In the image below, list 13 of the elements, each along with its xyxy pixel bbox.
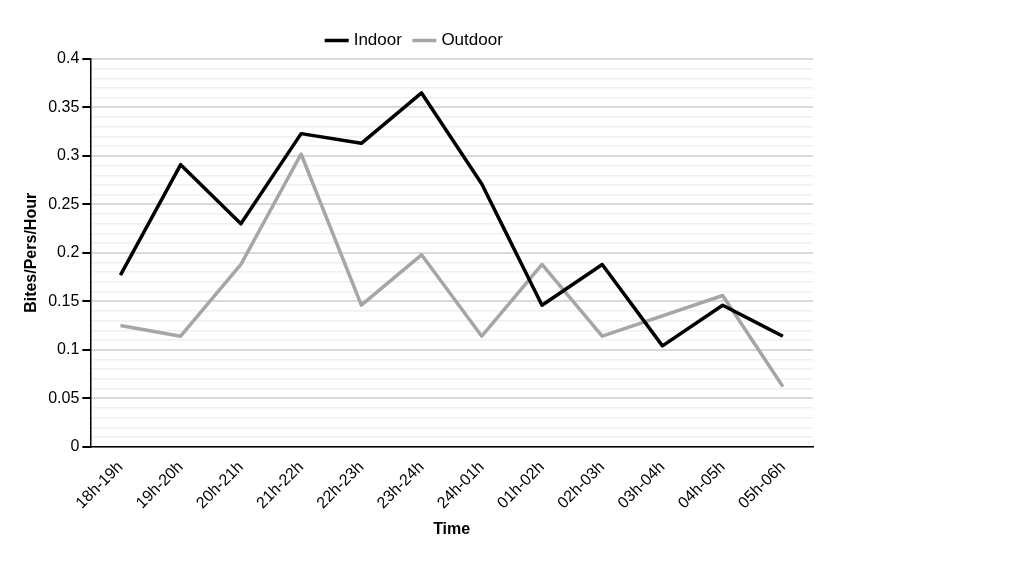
legend-label: Indoor	[353, 30, 403, 50]
legend-label: Outdoor	[441, 30, 504, 50]
y-tick-label: 0	[70, 437, 80, 455]
y-tick-label: 0.05	[48, 388, 80, 406]
y-tick-label: 0.15	[48, 291, 80, 309]
y-tick-label: 0.2	[57, 243, 80, 261]
y-tick-label: 0.1	[57, 340, 80, 358]
y-axis-title: Bites/Pers/Hour	[22, 192, 40, 313]
y-tick-label: 0.3	[57, 146, 80, 164]
y-tick-label: 0.25	[48, 194, 80, 212]
x-axis-title: Time	[433, 519, 471, 537]
y-tick-label: 0.35	[48, 97, 80, 115]
y-tick-label: 0.4	[57, 49, 80, 67]
